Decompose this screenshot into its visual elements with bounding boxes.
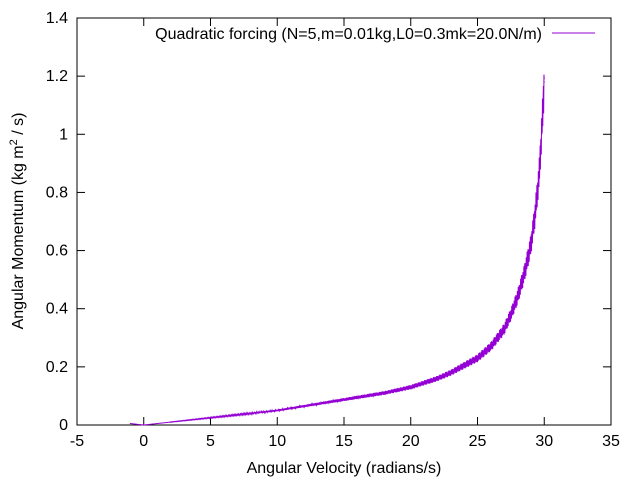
- data-point: [534, 215, 536, 217]
- y-tick-label: 0: [59, 417, 68, 434]
- data-point: [143, 424, 145, 426]
- y-tick-label: 1.4: [46, 10, 68, 27]
- data-point: [476, 357, 479, 359]
- data-point: [129, 422, 131, 425]
- data-point: [538, 177, 540, 179]
- data-point: [383, 392, 385, 394]
- y-tick-label: 1: [59, 126, 68, 143]
- data-point: [356, 396, 358, 398]
- y-tick-label: 0.8: [46, 184, 68, 201]
- x-tick-label: 0: [139, 433, 148, 450]
- data-point: [169, 421, 172, 423]
- data-point: [510, 313, 512, 316]
- x-tick-label: 20: [402, 433, 420, 450]
- x-tick-label: 10: [268, 433, 286, 450]
- series-group: [129, 74, 545, 426]
- x-tick-label: -5: [70, 433, 84, 450]
- x-tick-labels: -5 0 5 10 15 20 25 30 35: [70, 433, 620, 450]
- series-line: [130, 74, 545, 426]
- data-point: [503, 328, 505, 330]
- data-point: [450, 372, 452, 374]
- y-tick-label: 0.6: [46, 243, 68, 260]
- x-tick-label: 30: [535, 433, 553, 450]
- y-tick-label: 0.4: [46, 301, 68, 318]
- y-tick-label: 0.2: [46, 359, 68, 376]
- data-point: [423, 382, 425, 384]
- data-point: [463, 364, 465, 367]
- data-point: [523, 273, 525, 275]
- y-tick-label: 1.2: [46, 68, 68, 85]
- y-axis-label-suffix: / s): [10, 113, 27, 140]
- data-point: [196, 418, 198, 420]
- data-point: [543, 81, 545, 83]
- x-tick-label: 35: [602, 433, 620, 450]
- x-axis-label: Angular Velocity (radians/s): [247, 460, 442, 477]
- x-tick-label: 15: [335, 433, 353, 450]
- y-axis-label: Angular Momentum (kg m2 / s): [8, 113, 27, 330]
- data-point: [303, 405, 305, 407]
- axis-ticks: [76, 17, 612, 426]
- legend-label: Quadratic forcing (N=5,m=0.01kg,L0=0.3mk…: [155, 26, 542, 43]
- data-point: [530, 244, 532, 246]
- data-point: [249, 412, 252, 414]
- data-point: [490, 345, 492, 348]
- data-point: [223, 415, 225, 417]
- x-tick-label: 25: [469, 433, 487, 450]
- y-tick-labels: 0 0.2 0.4 0.6 0.8 1 1.2 1.4: [46, 10, 68, 434]
- plot-frame: [76, 17, 612, 426]
- data-point: [436, 377, 439, 380]
- data-point: [276, 409, 278, 412]
- data-point: [516, 296, 519, 298]
- data-point: [540, 133, 543, 135]
- y-axis-label-prefix: Angular Momentum (kg m: [10, 145, 27, 329]
- data-point: [330, 401, 332, 403]
- x-tick-label: 5: [206, 433, 215, 450]
- y-axis-label-sup: 2: [8, 139, 20, 145]
- data-point: [410, 386, 412, 388]
